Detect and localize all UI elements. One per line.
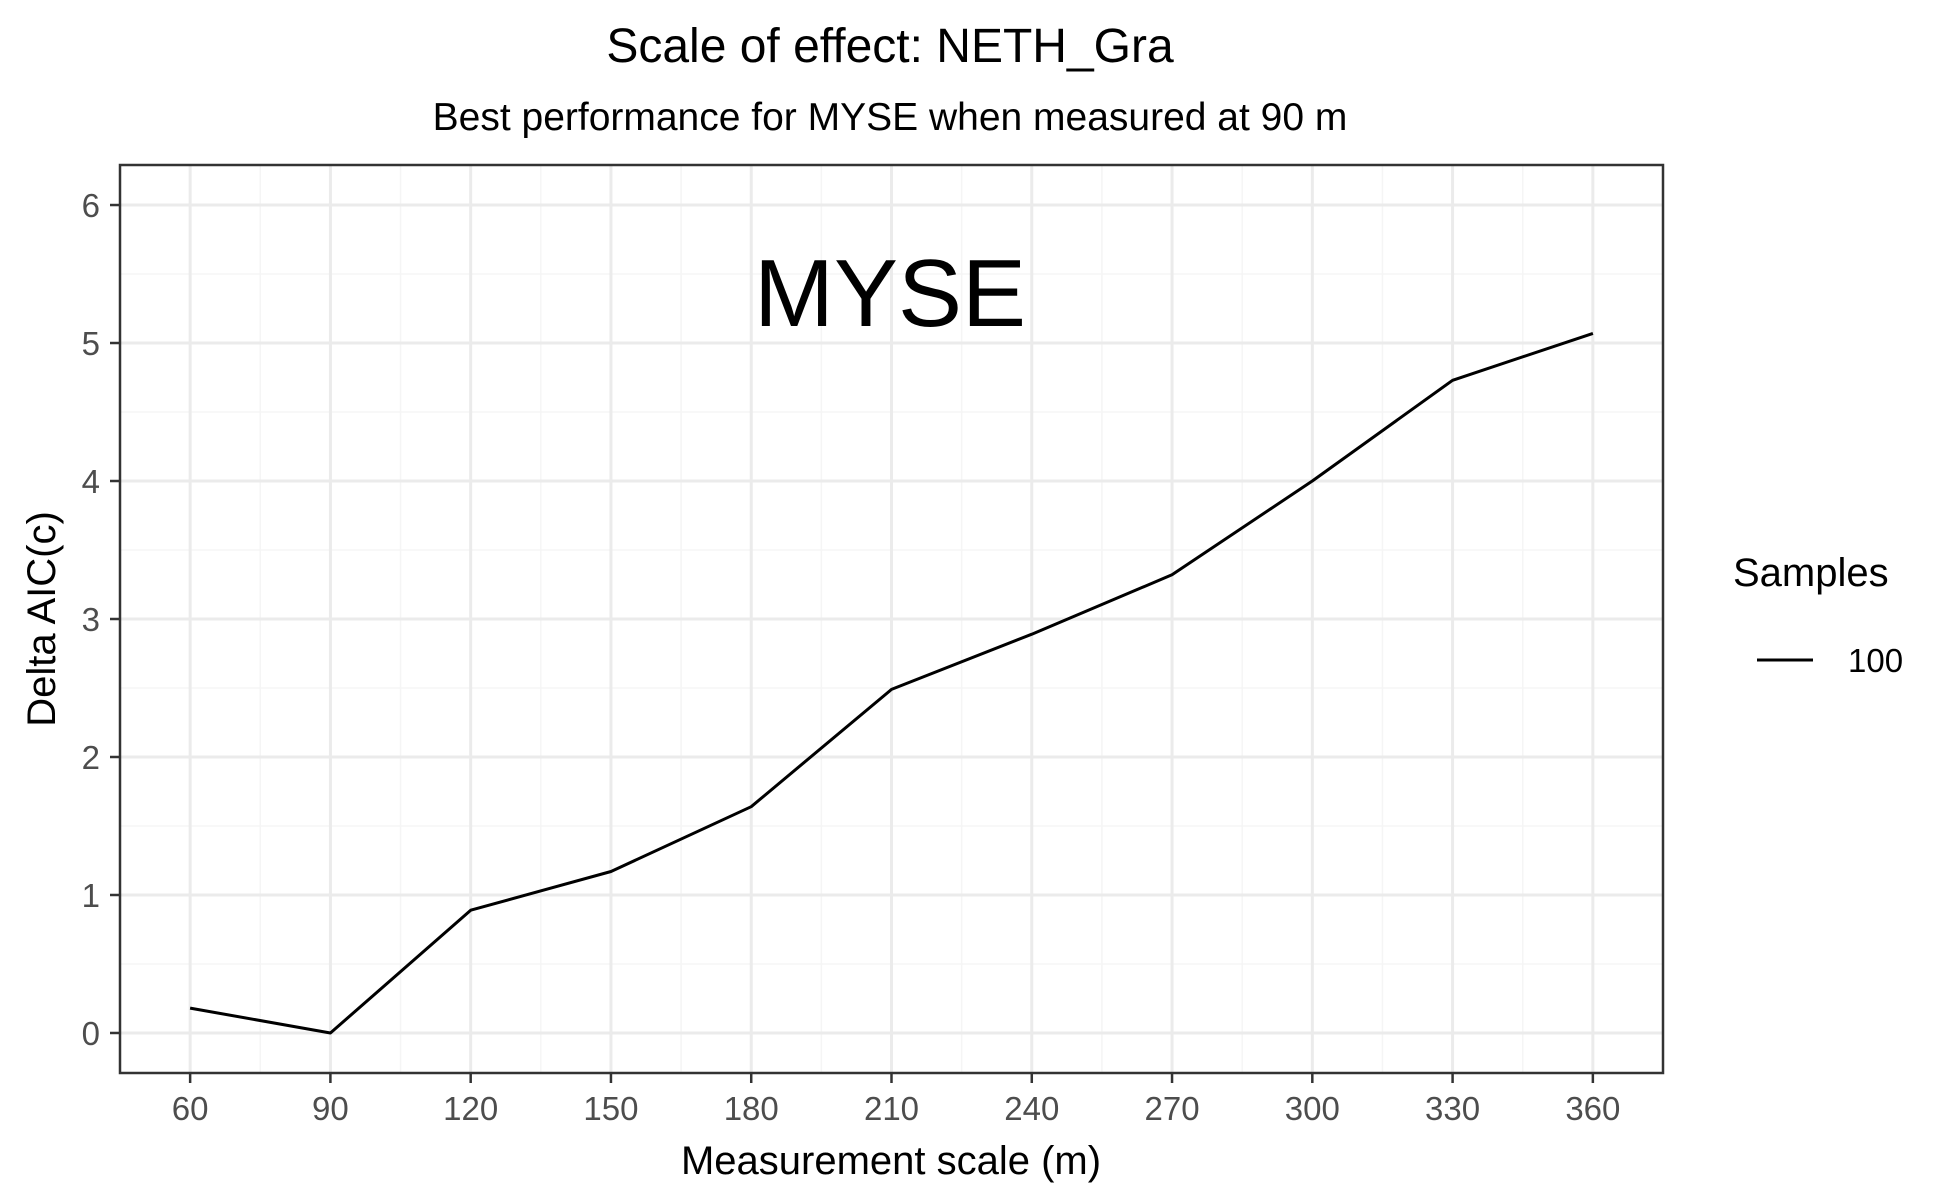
x-tick-label: 90 — [312, 1090, 349, 1127]
legend-items: 100 — [1757, 642, 1903, 679]
x-tick-label: 180 — [724, 1090, 779, 1127]
y-tick-label: 1 — [82, 877, 100, 914]
x-tick-label: 330 — [1425, 1090, 1480, 1127]
x-tick-label: 270 — [1145, 1090, 1200, 1127]
series-layer — [189, 331, 1594, 1035]
y-tick-label: 2 — [82, 739, 100, 776]
y-axis: 0 1 2 3 4 5 6 — [82, 187, 120, 1052]
y-tick-label: 6 — [82, 187, 100, 224]
major-grid — [120, 165, 1663, 1073]
x-tick-label: 120 — [443, 1090, 498, 1127]
x-tick-label: 360 — [1565, 1090, 1620, 1127]
chart-subtitle: Best performance for MYSE when measured … — [433, 96, 1348, 139]
x-tick-label: 210 — [864, 1090, 919, 1127]
series-annotation: MYSE — [754, 240, 1026, 347]
legend-title: Samples — [1733, 551, 1889, 595]
chart-title: Scale of effect: NETH_Gra — [606, 20, 1174, 73]
legend: Samples 100 — [1733, 551, 1903, 679]
y-tick-label: 3 — [82, 601, 100, 638]
legend-label: 100 — [1848, 642, 1903, 679]
y-tick-label: 5 — [82, 325, 100, 362]
y-tick-label: 0 — [82, 1015, 100, 1052]
series-line-100 — [189, 331, 1594, 1035]
x-tick-label: 300 — [1285, 1090, 1340, 1127]
y-axis-label: Delta AIC(c) — [20, 511, 64, 727]
x-axis: 60 90 120 150 180 210 240 270 300 330 360 — [172, 1073, 1620, 1127]
x-tick-label: 240 — [1004, 1090, 1059, 1127]
x-tick-label: 60 — [172, 1090, 209, 1127]
plot-panel: MYSE — [118, 163, 1665, 1075]
x-axis-label: Measurement scale (m) — [681, 1139, 1101, 1183]
y-tick-label: 4 — [82, 463, 100, 500]
x-tick-label: 150 — [583, 1090, 638, 1127]
